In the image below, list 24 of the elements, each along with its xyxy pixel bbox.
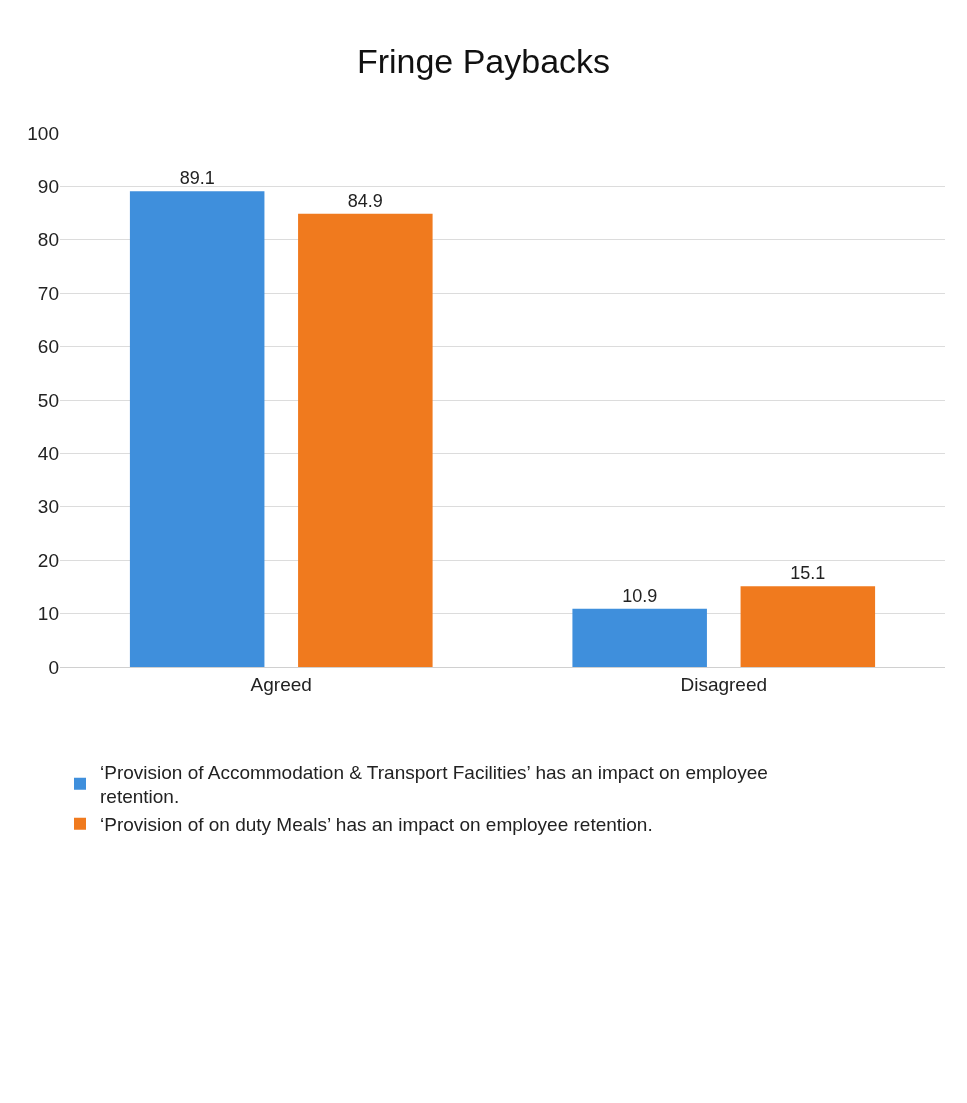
x-tick-label: Agreed bbox=[250, 673, 312, 695]
y-tick-label: 50 bbox=[37, 389, 59, 411]
y-tick-label: 90 bbox=[37, 176, 59, 198]
bar bbox=[740, 586, 876, 667]
data-label: 10.9 bbox=[622, 585, 658, 606]
data-label: 89.1 bbox=[179, 168, 215, 189]
bar bbox=[572, 608, 707, 667]
x-tick-label: Disagreed bbox=[680, 673, 768, 695]
y-tick-label: 60 bbox=[37, 336, 59, 358]
y-tick-label: 80 bbox=[37, 229, 59, 251]
y-tick-label: 40 bbox=[37, 443, 59, 465]
y-tick-label: 0 bbox=[48, 656, 59, 678]
y-tick-label: 20 bbox=[37, 549, 59, 571]
chart-title: Fringe Paybacks bbox=[356, 42, 611, 81]
data-label: 15.1 bbox=[790, 563, 826, 584]
y-tick-label: 30 bbox=[37, 496, 59, 518]
y-tick-label: 10 bbox=[37, 603, 59, 625]
data-label: 84.9 bbox=[347, 190, 383, 211]
legend-label: ‘Provision of on duty Meals’ has an impact on employee retention. bbox=[100, 814, 653, 836]
legend-label: ‘Provision of Accommodation & Transport Facilities’ has an impact on employee retention. bbox=[100, 761, 768, 808]
bar bbox=[298, 213, 433, 667]
y-tick-label: 100 bbox=[27, 122, 59, 144]
y-tick-label: 70 bbox=[37, 282, 59, 304]
bar bbox=[129, 191, 265, 667]
